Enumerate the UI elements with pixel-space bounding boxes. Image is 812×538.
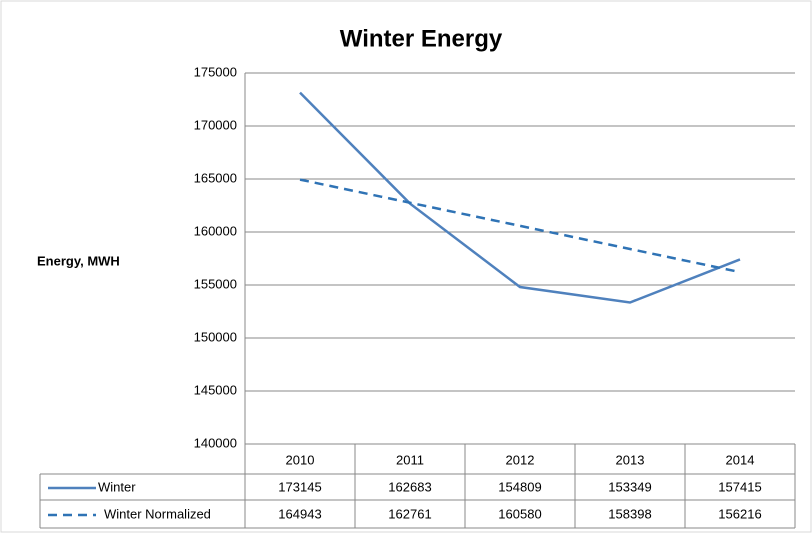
y-tick-label: 140000 xyxy=(194,435,237,450)
table-value: 162683 xyxy=(388,479,431,494)
chart-title: Winter Energy xyxy=(340,25,503,52)
table-value: 156216 xyxy=(718,506,761,521)
x-tick-label: 2014 xyxy=(726,452,755,467)
x-tick-label: 2012 xyxy=(506,452,535,467)
table-value: 158398 xyxy=(608,506,651,521)
table-value: 164943 xyxy=(278,506,321,521)
y-tick-label: 160000 xyxy=(194,223,237,238)
y-axis-label: Energy, MWH xyxy=(37,253,120,268)
x-tick-label: 2010 xyxy=(286,452,315,467)
legend-label: Winter xyxy=(98,479,136,494)
table-value: 173145 xyxy=(278,479,321,494)
y-tick-label: 175000 xyxy=(194,64,237,79)
table-value: 154809 xyxy=(498,479,541,494)
table-value: 160580 xyxy=(498,506,541,521)
series-line xyxy=(299,91,741,304)
x-tick-label: 2011 xyxy=(396,452,424,467)
table-value: 153349 xyxy=(608,479,651,494)
table-value: 157415 xyxy=(718,479,761,494)
y-tick-label: 165000 xyxy=(194,170,237,185)
y-tick-label: 155000 xyxy=(194,276,237,291)
y-tick-label: 145000 xyxy=(194,382,237,397)
y-tick-label: 170000 xyxy=(194,117,237,132)
y-tick-label: 150000 xyxy=(194,329,237,344)
x-tick-label: 2013 xyxy=(616,452,645,467)
table-value: 162761 xyxy=(388,506,431,521)
legend-label: Winter Normalized xyxy=(104,506,211,521)
